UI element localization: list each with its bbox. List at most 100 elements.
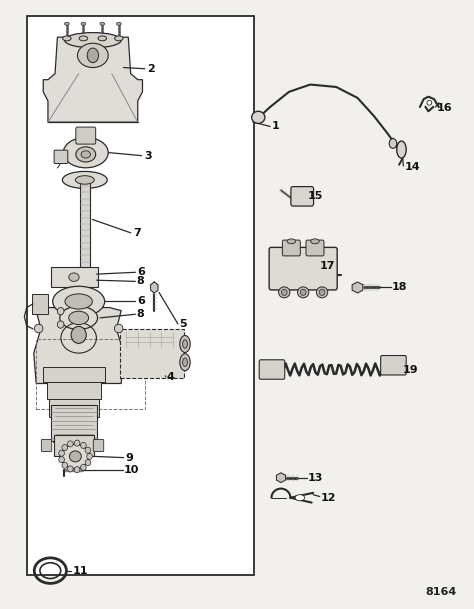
Ellipse shape [64, 23, 69, 26]
FancyBboxPatch shape [32, 294, 48, 314]
Ellipse shape [252, 111, 265, 124]
Text: 15: 15 [308, 191, 323, 202]
Ellipse shape [67, 466, 73, 472]
Text: 17: 17 [319, 261, 335, 271]
Text: 4: 4 [166, 373, 174, 382]
Text: 16: 16 [437, 104, 452, 113]
Ellipse shape [114, 324, 123, 333]
Ellipse shape [71, 326, 86, 343]
FancyBboxPatch shape [49, 399, 99, 417]
Text: 12: 12 [321, 493, 337, 502]
FancyBboxPatch shape [269, 247, 337, 290]
Ellipse shape [79, 36, 88, 41]
Text: 13: 13 [308, 473, 323, 483]
Ellipse shape [75, 175, 94, 184]
FancyBboxPatch shape [51, 267, 98, 287]
Ellipse shape [117, 23, 121, 26]
FancyBboxPatch shape [41, 439, 52, 451]
Ellipse shape [427, 100, 432, 105]
Ellipse shape [85, 460, 91, 466]
FancyBboxPatch shape [46, 382, 101, 400]
Ellipse shape [74, 440, 80, 446]
Text: 14: 14 [405, 162, 420, 172]
FancyBboxPatch shape [291, 186, 314, 206]
Ellipse shape [62, 445, 68, 451]
FancyBboxPatch shape [80, 180, 90, 277]
Polygon shape [151, 282, 158, 293]
Ellipse shape [65, 294, 92, 309]
Polygon shape [276, 473, 285, 482]
Ellipse shape [81, 465, 86, 470]
Ellipse shape [100, 23, 105, 26]
Ellipse shape [87, 453, 92, 459]
Ellipse shape [182, 358, 187, 367]
Ellipse shape [69, 273, 79, 281]
Ellipse shape [64, 33, 121, 48]
Ellipse shape [59, 450, 64, 456]
Text: 8: 8 [137, 276, 145, 286]
Text: 6: 6 [137, 267, 145, 277]
Ellipse shape [57, 308, 64, 315]
Ellipse shape [70, 451, 81, 462]
Polygon shape [352, 282, 363, 293]
FancyBboxPatch shape [120, 329, 184, 378]
Text: 8: 8 [137, 309, 145, 319]
Ellipse shape [69, 311, 89, 325]
Ellipse shape [63, 36, 71, 41]
Text: 1: 1 [272, 121, 279, 132]
Ellipse shape [85, 447, 91, 453]
Polygon shape [43, 37, 143, 122]
Text: 7: 7 [133, 228, 141, 238]
Text: 8164: 8164 [426, 587, 457, 597]
Ellipse shape [35, 324, 43, 333]
FancyBboxPatch shape [283, 240, 301, 256]
Text: 9: 9 [125, 452, 133, 463]
Ellipse shape [63, 171, 107, 188]
Ellipse shape [53, 286, 105, 317]
FancyBboxPatch shape [76, 127, 96, 144]
Ellipse shape [98, 36, 107, 41]
Ellipse shape [77, 43, 108, 68]
Ellipse shape [74, 466, 80, 473]
FancyBboxPatch shape [51, 405, 97, 441]
Circle shape [87, 48, 99, 63]
Ellipse shape [57, 321, 64, 328]
FancyBboxPatch shape [53, 429, 95, 442]
Ellipse shape [287, 239, 296, 244]
FancyBboxPatch shape [54, 435, 94, 456]
Polygon shape [34, 308, 124, 384]
Ellipse shape [67, 441, 73, 447]
Ellipse shape [60, 306, 98, 329]
FancyBboxPatch shape [259, 360, 285, 379]
Ellipse shape [298, 287, 309, 298]
FancyBboxPatch shape [51, 415, 97, 431]
Text: 5: 5 [179, 319, 187, 329]
Text: 2: 2 [147, 64, 155, 74]
FancyBboxPatch shape [381, 356, 406, 375]
Circle shape [389, 139, 397, 149]
Ellipse shape [62, 444, 89, 468]
Ellipse shape [180, 354, 190, 371]
Ellipse shape [59, 457, 64, 463]
Text: 11: 11 [73, 566, 88, 576]
Ellipse shape [76, 147, 96, 162]
Ellipse shape [64, 138, 108, 168]
FancyBboxPatch shape [93, 439, 104, 451]
Ellipse shape [319, 289, 325, 295]
Ellipse shape [397, 141, 406, 158]
FancyBboxPatch shape [27, 16, 254, 575]
Ellipse shape [311, 239, 319, 244]
Ellipse shape [81, 23, 86, 26]
Ellipse shape [62, 462, 68, 468]
Text: 3: 3 [144, 150, 152, 161]
Ellipse shape [180, 336, 190, 353]
Text: 10: 10 [124, 465, 139, 475]
Ellipse shape [295, 495, 305, 501]
Text: 18: 18 [392, 283, 408, 292]
Text: 19: 19 [403, 365, 419, 375]
Ellipse shape [282, 289, 287, 295]
FancyBboxPatch shape [54, 150, 68, 164]
Ellipse shape [301, 289, 306, 295]
Ellipse shape [81, 151, 91, 158]
Ellipse shape [115, 36, 123, 41]
